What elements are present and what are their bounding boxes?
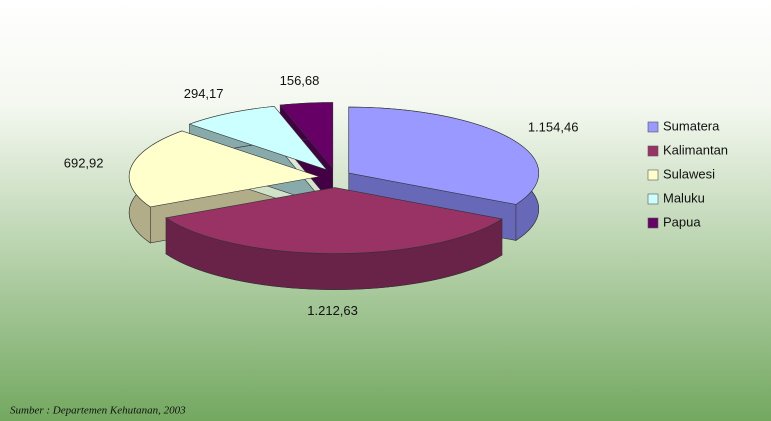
data-label: 692,92 (64, 155, 104, 170)
slice-top (165, 187, 503, 254)
pie-slice (279, 102, 334, 206)
slice-top (279, 102, 334, 170)
legend-label: Kalimantan (663, 142, 728, 157)
legend-swatch (647, 217, 659, 229)
legend-swatch (647, 169, 659, 181)
legend-swatch (647, 121, 659, 133)
source-note: Sumber : Departemen Kehutanan, 2003 (10, 405, 186, 417)
data-label: 1.212,63 (307, 303, 358, 318)
slice-top (128, 130, 320, 208)
slice-top (188, 106, 328, 171)
data-label: 156,68 (280, 73, 320, 88)
legend-swatch (647, 193, 659, 205)
data-label: 1.154,46 (528, 119, 579, 134)
data-label: 294,17 (184, 86, 224, 101)
slice-top (348, 106, 539, 205)
legend-label: Papua (663, 214, 701, 229)
pie-slice (165, 187, 503, 290)
legend-label: Sumatera (663, 118, 720, 133)
legend-label: Sulawesi (663, 166, 715, 181)
legend-label: Maluku (663, 190, 705, 205)
legend-swatch (647, 145, 659, 157)
